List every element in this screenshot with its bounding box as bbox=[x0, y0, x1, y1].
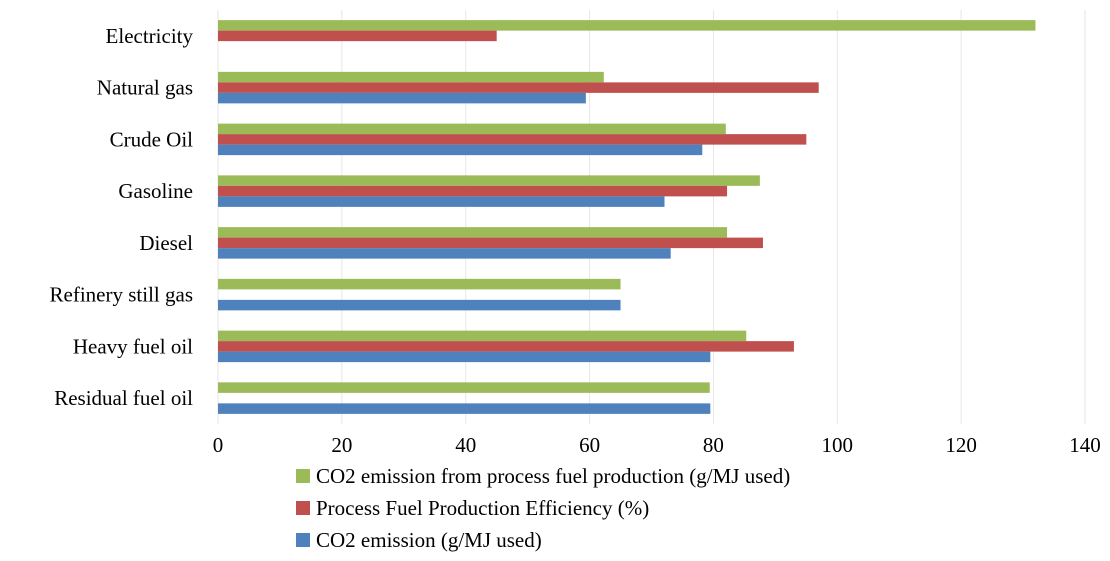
legend-swatch bbox=[296, 501, 310, 515]
legend-swatch bbox=[296, 469, 310, 483]
category-label: Diesel bbox=[139, 231, 193, 255]
bar bbox=[218, 351, 711, 363]
bar bbox=[218, 403, 711, 414]
legend-item: Process Fuel Production Efficiency (%) bbox=[296, 492, 790, 524]
bar-chart: Electricity Natural gas Crude Oil Gasoline D… bbox=[50, 10, 1101, 457]
bars bbox=[218, 20, 1036, 414]
category-labels: Electricity Natural gas Crude Oil Gasoline D… bbox=[50, 24, 194, 410]
x-tick-label: 140 bbox=[1069, 433, 1101, 457]
category-label: Heavy fuel oil bbox=[73, 334, 193, 358]
category-label: Natural gas bbox=[97, 76, 193, 100]
bar bbox=[218, 134, 807, 145]
category-label: Gasoline bbox=[118, 179, 193, 203]
bar bbox=[218, 299, 621, 311]
bar bbox=[218, 123, 726, 135]
legend-label: Process Fuel Production Efficiency (%) bbox=[316, 495, 650, 520]
bar bbox=[218, 382, 710, 393]
legend-label: CO2 emission from process fuel productio… bbox=[316, 463, 791, 488]
legend: CO2 emission from process fuel productio… bbox=[296, 460, 790, 556]
bar bbox=[218, 196, 665, 207]
category-label: Refinery still gas bbox=[50, 283, 193, 307]
bar bbox=[218, 248, 671, 259]
bar bbox=[218, 30, 497, 42]
x-tick-label: 100 bbox=[822, 433, 854, 457]
legend-item: CO2 emission from process fuel productio… bbox=[296, 460, 790, 492]
x-tick-label: 60 bbox=[579, 433, 600, 457]
bar bbox=[218, 82, 819, 93]
x-tick-label: 120 bbox=[945, 433, 977, 457]
category-label: Electricity bbox=[106, 24, 194, 48]
bar bbox=[218, 175, 760, 186]
bar bbox=[218, 185, 728, 197]
x-tick-label: 80 bbox=[703, 433, 724, 457]
x-tick-labels: 0 20 40 60 80 100 120 140 bbox=[213, 433, 1101, 457]
category-label: Crude Oil bbox=[110, 127, 194, 151]
x-tick-label: 40 bbox=[455, 433, 476, 457]
bar bbox=[218, 92, 586, 104]
x-tick-label: 20 bbox=[331, 433, 352, 457]
bar bbox=[218, 20, 1036, 31]
x-tick-label: 0 bbox=[213, 433, 224, 457]
bar bbox=[218, 227, 728, 238]
bar bbox=[218, 278, 621, 290]
bar bbox=[218, 341, 794, 352]
bar bbox=[218, 71, 604, 83]
legend-label: CO2 emission (g/MJ used) bbox=[316, 527, 542, 552]
legend-swatch bbox=[296, 533, 310, 547]
legend-item: CO2 emission (g/MJ used) bbox=[296, 524, 790, 556]
bar bbox=[218, 144, 703, 156]
category-label: Residual fuel oil bbox=[54, 386, 193, 410]
bar bbox=[218, 237, 763, 249]
bar bbox=[218, 330, 747, 342]
